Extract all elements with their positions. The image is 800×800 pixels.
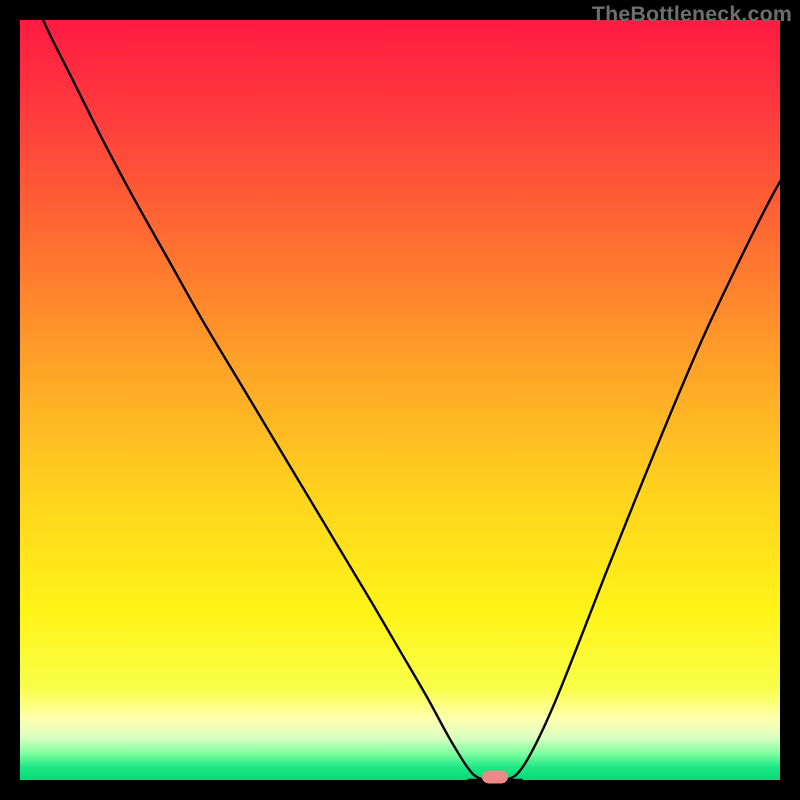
gradient-background [20,20,780,780]
watermark-text: TheBottleneck.com [592,2,792,27]
valley-marker [482,770,508,783]
